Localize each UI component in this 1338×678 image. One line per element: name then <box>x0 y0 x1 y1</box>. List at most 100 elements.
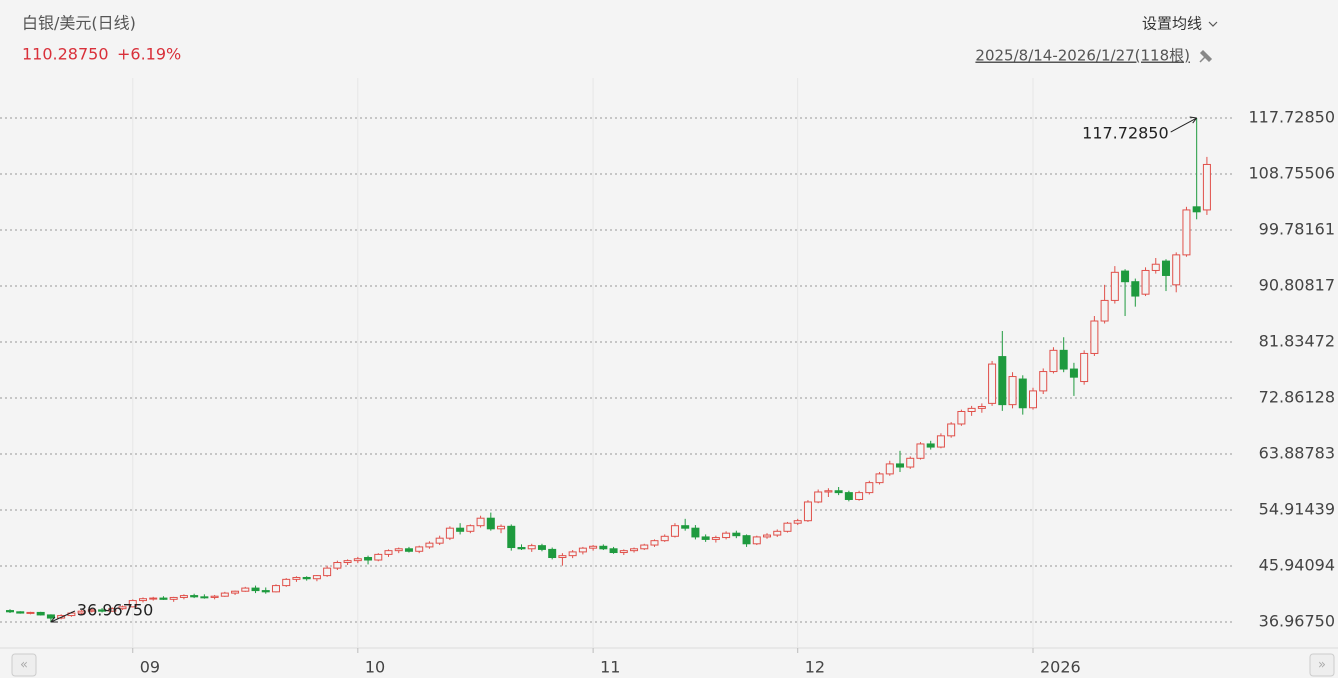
annotation-label: 36.96750 <box>77 600 153 619</box>
candle-body <box>1100 299 1109 322</box>
candle-body <box>1029 390 1037 409</box>
y-tick-label: 36.96750 <box>1259 611 1335 630</box>
candle-body <box>149 597 158 600</box>
candle-body <box>456 527 465 532</box>
candle-body <box>507 525 516 549</box>
candle-body <box>476 517 485 527</box>
candle-body <box>609 548 618 554</box>
candle-body <box>261 590 270 593</box>
candle-body <box>834 490 843 494</box>
candle-body <box>1069 368 1078 378</box>
candle-body <box>26 611 35 614</box>
candle-body <box>763 534 772 538</box>
candle-body <box>752 536 761 545</box>
candle-body <box>445 527 454 539</box>
candle-body <box>353 558 362 562</box>
candle-body <box>1110 271 1119 301</box>
candle-body <box>241 587 250 592</box>
scroll-right-icon[interactable]: » <box>1318 658 1326 673</box>
candle-body <box>87 609 96 612</box>
candle-body <box>773 530 782 536</box>
y-tick-label: 117.72850 <box>1248 108 1335 127</box>
candle-body <box>190 595 199 598</box>
candle-body <box>251 587 260 592</box>
candle-body <box>537 545 546 550</box>
candle-body <box>16 611 25 614</box>
scroll-right-button[interactable] <box>1309 653 1335 677</box>
candle-body <box>1151 263 1160 271</box>
annotation-arrow <box>1170 117 1197 133</box>
candle-body <box>783 522 792 532</box>
candle-body <box>169 596 178 600</box>
candle-body <box>660 535 669 542</box>
candle-body <box>957 410 966 425</box>
y-tick-label: 99.78161 <box>1259 220 1335 239</box>
candle-body <box>343 560 352 564</box>
candle-body <box>548 548 557 559</box>
candle-body <box>814 491 823 503</box>
candle-body <box>1192 206 1201 213</box>
pin-icon[interactable] <box>1199 49 1213 63</box>
y-tick-label: 72.86128 <box>1259 388 1335 407</box>
candle-body <box>364 557 373 561</box>
candle-body <box>650 540 659 546</box>
candle-body <box>875 473 884 484</box>
range-label[interactable]: 2025/8/14-2026/1/27(118根) <box>975 47 1190 65</box>
candle-body <box>323 567 332 577</box>
candle-body <box>742 535 751 545</box>
candle-body <box>1039 371 1048 392</box>
candle-body <box>394 548 403 552</box>
candle-body <box>36 611 45 616</box>
candle-body <box>936 435 945 448</box>
candle-body <box>967 407 976 412</box>
candle-body <box>404 548 413 552</box>
candle-body <box>865 482 874 494</box>
candle-body <box>1059 349 1068 370</box>
ma-setting[interactable]: 设置均线 <box>1142 15 1202 33</box>
candle-body <box>374 553 383 561</box>
x-tick-label: 2026 <box>1040 658 1081 677</box>
candle-body <box>568 551 577 557</box>
x-axis-band <box>0 648 1338 678</box>
candle-body <box>527 545 536 550</box>
y-tick-label: 63.88783 <box>1259 444 1335 463</box>
candle-body <box>118 606 127 610</box>
candle-body <box>179 595 188 598</box>
candle-body <box>486 517 495 530</box>
y-tick-label: 90.80817 <box>1259 276 1335 295</box>
candle-body <box>1018 378 1027 409</box>
candle-body <box>988 363 997 404</box>
candle-body <box>732 532 741 537</box>
candle-body <box>711 537 720 540</box>
candle-body <box>497 525 506 530</box>
candle-body <box>435 537 444 544</box>
candle-body <box>589 545 598 549</box>
candle-body <box>947 423 956 437</box>
scroll-left-icon[interactable]: « <box>20 658 28 673</box>
change: +6.19% <box>117 45 181 64</box>
candle-body <box>200 596 209 599</box>
candle-body <box>138 598 147 602</box>
y-tick-label: 108.75506 <box>1248 164 1335 183</box>
candle-body <box>578 547 587 553</box>
candle-body <box>384 550 393 555</box>
candle-body <box>855 492 864 500</box>
y-tick-label: 54.91439 <box>1259 500 1335 519</box>
x-tick-label: 12 <box>805 658 825 677</box>
candle-body <box>1090 320 1099 354</box>
candle-body <box>916 443 925 459</box>
candle-body <box>885 463 894 475</box>
candle-body <box>292 576 301 580</box>
candle-body <box>977 406 986 409</box>
chevron[interactable] <box>1208 21 1218 27</box>
candle-body <box>1008 376 1017 406</box>
scroll-left-button[interactable] <box>11 653 37 677</box>
candle-body <box>517 547 526 550</box>
candle-body <box>926 443 935 448</box>
candle-body <box>46 614 55 619</box>
candle-body <box>681 525 690 529</box>
candle-body <box>1172 254 1181 286</box>
candle-body <box>1182 209 1191 256</box>
candle-body <box>896 463 905 468</box>
